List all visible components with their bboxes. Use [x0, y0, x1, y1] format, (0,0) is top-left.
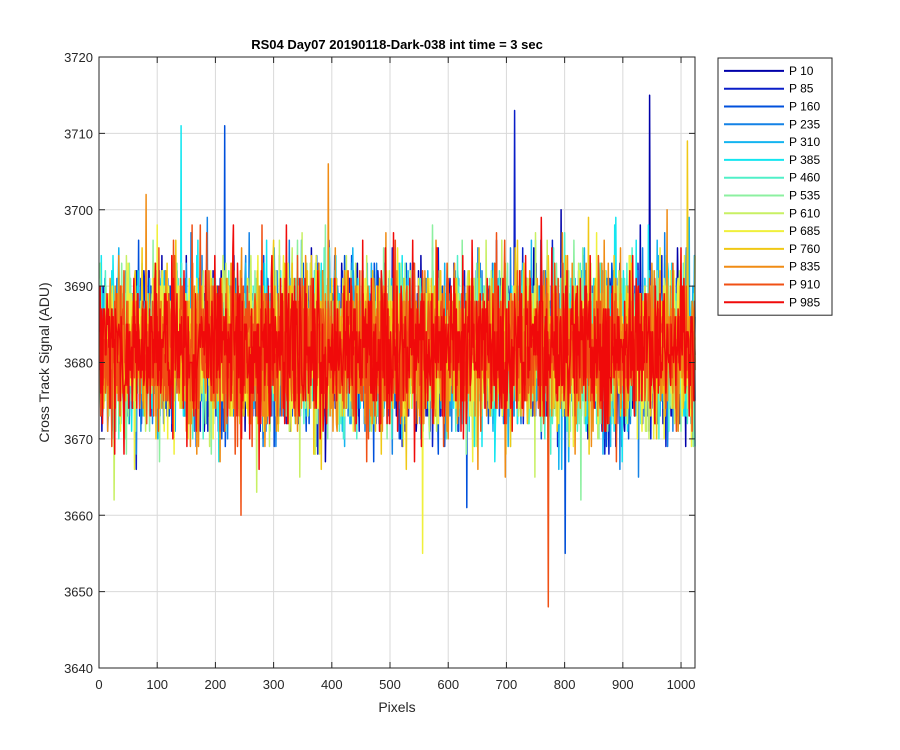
y-tick-label: 3670 [64, 432, 93, 447]
x-tick-label: 800 [554, 677, 576, 692]
legend-entry: P 685 [789, 224, 820, 238]
x-tick-label: 900 [612, 677, 634, 692]
x-tick-label: 700 [496, 677, 518, 692]
legend-entry: P 610 [789, 206, 820, 220]
y-tick-label: 3660 [64, 508, 93, 523]
y-tick-label: 3700 [64, 203, 93, 218]
legend-box [717, 57, 833, 316]
legend-entry: P 160 [789, 100, 820, 114]
y-axis-label: Cross Track Signal (ADU) [36, 282, 52, 442]
legend-entry: P 460 [789, 171, 820, 185]
legend-entry: P 10 [789, 64, 814, 78]
y-tick-label: 3720 [64, 50, 93, 65]
series-lines [98, 94, 696, 608]
y-tick-label: 3650 [64, 585, 93, 600]
legend-entry: P 235 [789, 117, 820, 131]
legend-entry: P 385 [789, 153, 820, 167]
x-tick-label: 600 [437, 677, 459, 692]
legend-entry: P 85 [789, 82, 814, 96]
y-tick-label: 3690 [64, 279, 93, 294]
series-line-p985 [98, 216, 696, 471]
x-tick-label: 300 [263, 677, 285, 692]
x-tick-label: 200 [205, 677, 227, 692]
legend-entry: P 760 [789, 242, 820, 256]
legend-entry: P 535 [789, 189, 820, 203]
x-axis-label: Pixels [378, 699, 415, 715]
x-tick-label: 500 [379, 677, 401, 692]
x-tick-label: 1000 [667, 677, 696, 692]
x-tick-label: 100 [146, 677, 168, 692]
chart-title: RS04 Day07 20190118-Dark-038 int time = … [251, 37, 543, 52]
legend-entry: P 835 [789, 260, 820, 274]
legend-entry: P 310 [789, 135, 820, 149]
legend: P 10 P 85 P 160 P 235 P 310 P 385 P 460 P 535 P … [717, 57, 833, 316]
y-tick-label: 3640 [64, 661, 93, 676]
y-tick-label: 3710 [64, 126, 93, 141]
legend-entry: P 910 [789, 278, 820, 292]
y-tick-label: 3680 [64, 356, 93, 371]
axis-ticks: 0 100 200 300 400 500 600 700 800 900 1000 3640 3650… [64, 50, 695, 692]
x-tick-label: 400 [321, 677, 343, 692]
legend-entry: P 985 [789, 295, 820, 309]
x-tick-label: 0 [95, 677, 102, 692]
